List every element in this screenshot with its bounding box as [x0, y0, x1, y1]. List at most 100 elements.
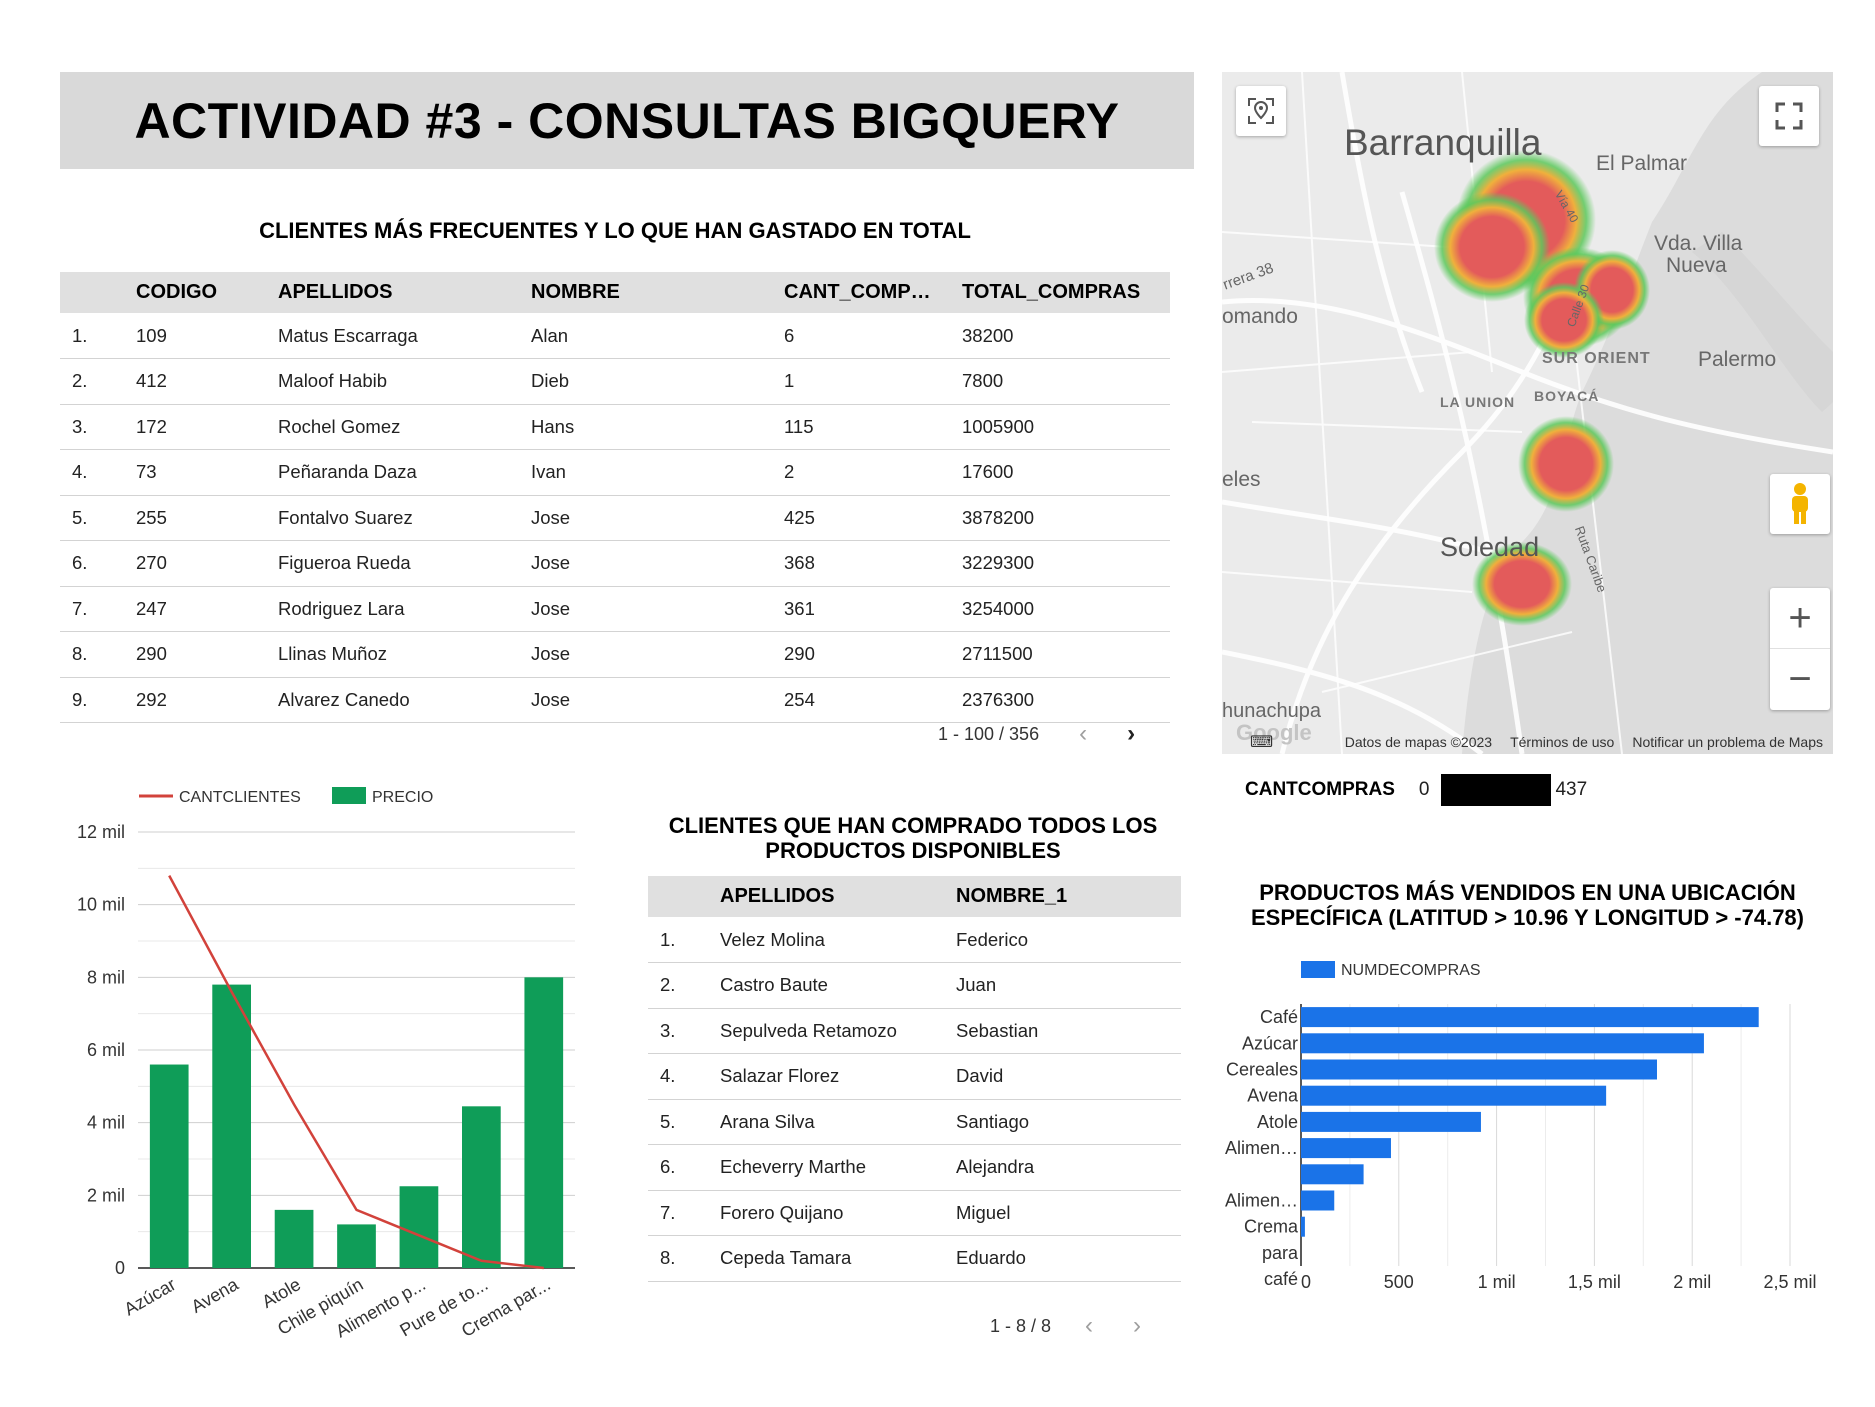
column-header-nombre-1[interactable]: NOMBRE_1 [956, 885, 1068, 907]
keyboard-icon[interactable]: ⌨ [1250, 734, 1274, 751]
column-header-apellidos[interactable]: APELLIDOS [278, 281, 393, 303]
heatmap-map[interactable]: Barranquilla El Palmar Vda. Villa Nueva … [1222, 72, 1833, 754]
combo-chart: CANTCLIENTES PRECIO 0 2 mil 4 mil 6 mil 8 mil 1… [60, 780, 600, 1341]
cell-apellidos: Fontalvo Suarez [278, 495, 531, 541]
table-row[interactable]: 3. 172 Rochel Gomez Hans 115 1005900 [60, 404, 1170, 450]
cell-nombre: Alan [531, 313, 784, 359]
column-header-total-compras[interactable]: TOTAL_COMPRAS [962, 281, 1141, 303]
cell-cant: 1 [784, 358, 962, 405]
frequent-clients-table: CODIGO APELLIDOS NOMBRE CANT_COMP… TOTAL… [60, 272, 1170, 723]
map-label-el-palmar: El Palmar [1596, 152, 1688, 175]
prev-page-icon[interactable]: ‹ [1079, 720, 1088, 747]
cell-codigo: 412 [136, 358, 278, 405]
y-tick-label: 10 mil [77, 895, 125, 915]
cell-apellidos: Velez Molina [720, 917, 956, 963]
all-products-title: CLIENTES QUE HAN COMPRADO TODOS LOS PROD… [648, 813, 1178, 863]
legend-label-precio: PRECIO [372, 789, 433, 806]
bar-precio [399, 1186, 439, 1268]
next-page-icon[interactable]: › [1127, 720, 1136, 747]
cell-cant: 6 [784, 313, 962, 359]
cell-total: 3229300 [962, 540, 1170, 587]
fullscreen-button[interactable] [1759, 86, 1819, 146]
y-tick-label: 0 [115, 1258, 125, 1278]
map-label-sur-orient: SUR ORIENT [1542, 350, 1651, 367]
column-header-apellidos[interactable]: APELLIDOS [720, 885, 835, 907]
map-report-link[interactable]: Notificar un problema de Maps [1632, 734, 1823, 750]
street-view-button[interactable] [1770, 474, 1830, 534]
zoom-in-button[interactable]: + [1770, 589, 1830, 649]
location-button[interactable] [1236, 86, 1286, 136]
cell-cant: 115 [784, 404, 962, 450]
bar-numdecompras [1301, 1007, 1759, 1028]
cell-nombre: Hans [531, 404, 784, 450]
cell-codigo: 255 [136, 495, 278, 541]
table-row[interactable]: 5. 255 Fontalvo Suarez Jose 425 3878200 [60, 495, 1170, 541]
table-row[interactable]: 4. Salazar Florez David [648, 1053, 1181, 1100]
cell-codigo: 73 [136, 449, 278, 496]
cell-codigo: 290 [136, 631, 278, 678]
cell-idx: 2. [60, 358, 136, 405]
table-row[interactable]: 8. 290 Llinas Muñoz Jose 290 2711500 [60, 631, 1170, 678]
table-row[interactable]: 5. Arana Silva Santiago [648, 1099, 1181, 1145]
table-row[interactable]: 7. Forero Quijano Miguel [648, 1190, 1181, 1236]
map-terms-link[interactable]: Términos de uso [1510, 734, 1615, 750]
hbar-chart: NUMDECOMPRAS 0 500 1 mil 1,5 mil 2 mil 2,5 mil… [1222, 950, 1833, 1310]
cell-apellidos: Echeverry Marthe [720, 1144, 956, 1191]
bar-precio [524, 977, 564, 1268]
table-row[interactable]: 1. Velez Molina Federico [648, 917, 1181, 963]
all-products-title-line2: PRODUCTOS DISPONIBLES [765, 838, 1061, 863]
y-tick-label: Café [1260, 1007, 1298, 1027]
table-row[interactable]: 6. Echeverry Marthe Alejandra [648, 1144, 1181, 1191]
bar-precio [274, 1209, 314, 1268]
cell-nombre: Dieb [531, 358, 784, 405]
table-row[interactable]: 6. 270 Figueroa Rueda Jose 368 3229300 [60, 540, 1170, 587]
table-row[interactable]: 2. 412 Maloof Habib Dieb 1 7800 [60, 358, 1170, 405]
prev-page-icon[interactable]: ‹ [1085, 1312, 1094, 1339]
column-header-codigo[interactable]: CODIGO [136, 281, 218, 303]
zoom-out-button[interactable]: − [1788, 656, 1812, 701]
cell-nombre: Federico [956, 917, 1181, 963]
cell-codigo: 172 [136, 404, 278, 450]
legend-swatch [1301, 961, 1335, 978]
cell-apellidos: Arana Silva [720, 1099, 956, 1145]
cell-apellidos: Sepulveda Retamozo [720, 1008, 956, 1054]
table-row[interactable]: 9. 292 Alvarez Canedo Jose 254 2376300 [60, 677, 1170, 723]
map-label-hunapachupa: hunachupa [1222, 700, 1321, 722]
cell-total: 3254000 [962, 586, 1170, 632]
cell-idx: 9. [60, 677, 136, 723]
map-canvas[interactable] [1222, 72, 1833, 754]
cell-nombre: Jose [531, 631, 784, 678]
cell-codigo: 270 [136, 540, 278, 587]
table-row[interactable]: 3. Sepulveda Retamozo Sebastian [648, 1008, 1181, 1054]
y-tick-label: café [1264, 1269, 1298, 1289]
bar-precio [337, 1224, 376, 1268]
next-page-icon[interactable]: › [1133, 1312, 1142, 1339]
all-products-table: APELLIDOS NOMBRE_1 1. Velez Molina Federic… [648, 876, 1181, 1282]
y-tick-label: 6 mil [87, 1040, 125, 1060]
cell-cant: 361 [784, 586, 962, 632]
cell-idx: 6. [648, 1144, 720, 1191]
pagination-label: 1 - 8 / 8 [990, 1315, 1052, 1336]
cell-nombre: Sebastian [956, 1008, 1181, 1054]
table-row[interactable]: 2. Castro Baute Juan [648, 962, 1181, 1009]
y-tick-label: 2 mil [87, 1185, 125, 1205]
map-label-palermo: Palermo [1698, 348, 1777, 371]
pagination-label: 1 - 100 / 356 [938, 723, 1040, 744]
x-tick-label: 0 [1301, 1272, 1311, 1292]
line-cantclientes [168, 875, 544, 1270]
map-legend-label: CANTCOMPRAS [1245, 779, 1395, 800]
map-label-boyaca: BOYACÁ [1534, 388, 1600, 404]
table-row[interactable]: 8. Cepeda Tamara Eduardo [648, 1235, 1181, 1282]
table-row[interactable]: 1. 109 Matus Escarraga Alan 6 38200 [60, 313, 1170, 359]
cell-apellidos: Llinas Muñoz [278, 631, 531, 678]
table-row[interactable]: 4. 73 Peñaranda Daza Ivan 2 17600 [60, 449, 1170, 496]
column-header-nombre[interactable]: NOMBRE [531, 281, 620, 303]
zoom-controls: + − [1770, 588, 1830, 710]
table-header-row: APELLIDOS NOMBRE_1 [648, 876, 1181, 917]
y-tick-label: Alimen… [1225, 1138, 1298, 1158]
bar-numdecompras [1301, 1216, 1305, 1237]
cell-nombre: Jose [531, 586, 784, 632]
cell-codigo: 247 [136, 586, 278, 632]
column-header-cant-compras[interactable]: CANT_COMP… [784, 281, 931, 303]
table-row[interactable]: 7. 247 Rodriguez Lara Jose 361 3254000 [60, 586, 1170, 632]
